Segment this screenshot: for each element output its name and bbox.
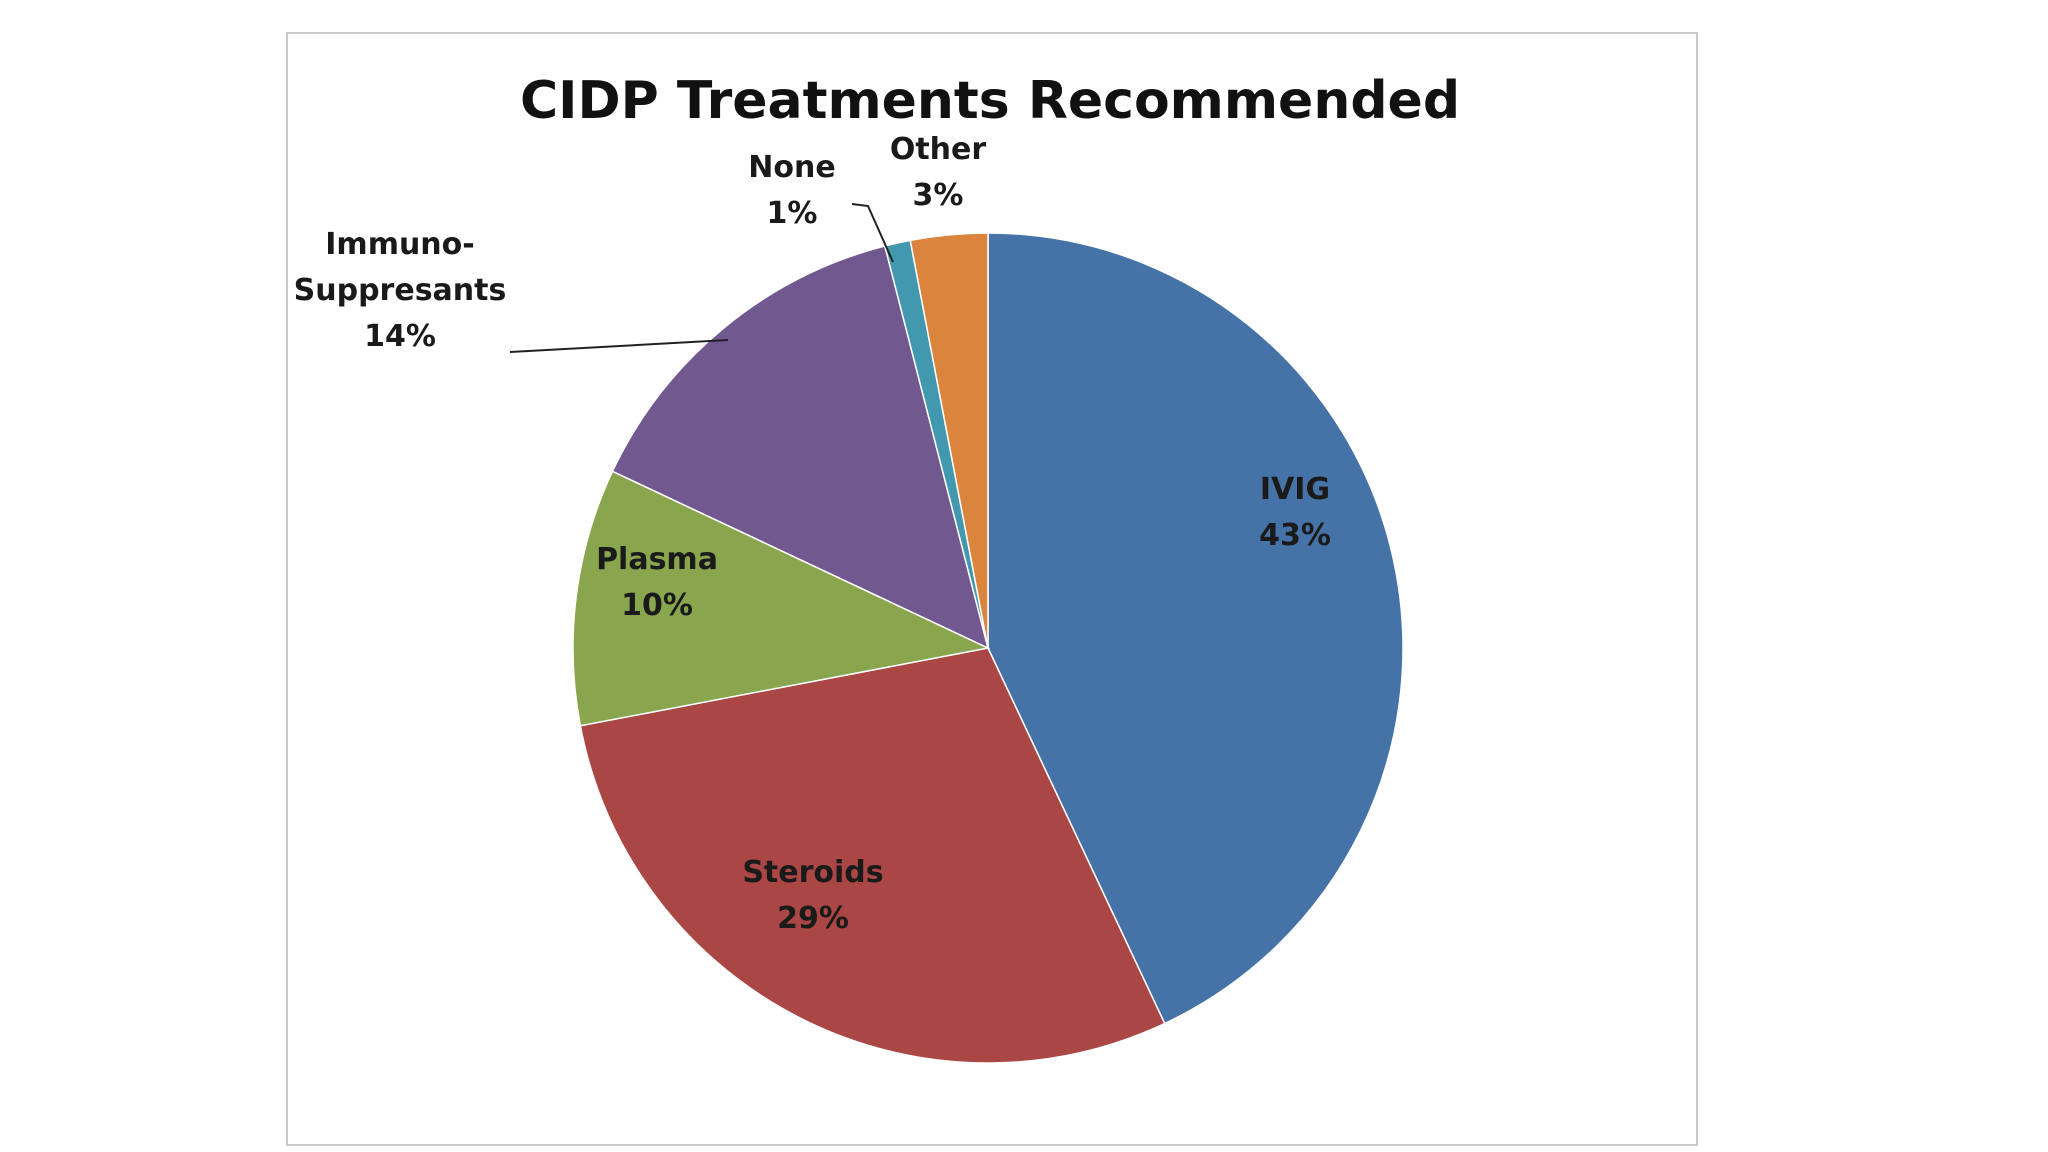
- pie-slice-steroids: [579, 647, 1166, 1064]
- slice-label-ivig: IVIG 43%: [1259, 472, 1331, 553]
- slice-percent-steroids: 29%: [777, 901, 849, 936]
- pie-slice-other: [909, 232, 989, 649]
- slice-percent-immuno-suppresants: 14%: [364, 319, 436, 354]
- slice-label-line: Other: [890, 132, 987, 167]
- slice-label-line: Immuno-: [325, 227, 474, 262]
- slice-percent-ivig: 43%: [1259, 518, 1331, 553]
- pie-slice-plasma: [572, 470, 991, 727]
- slice-percent-other: 3%: [913, 178, 964, 213]
- pie-slice-immuno-suppresants: [611, 245, 990, 650]
- slice-label-none: None 1%: [748, 150, 835, 231]
- slice-label-line: Plasma: [596, 542, 718, 577]
- chart-title: CIDP Treatments Recommended: [520, 71, 1460, 131]
- leader-lines: [509, 203, 894, 353]
- slice-label-other: Other 3%: [890, 132, 987, 213]
- slice-label-steroids: Steroids 29%: [742, 855, 883, 936]
- slice-label-line: IVIG: [1260, 472, 1330, 507]
- slice-percent-none: 1%: [767, 196, 818, 231]
- pie-slices: [572, 232, 1404, 1064]
- slice-label-immuno-suppresants: Immuno- Suppresants 14%: [294, 227, 507, 354]
- slice-labels: IVIG 43% Steroids 29% Plasma 10% Immuno- Suppre…: [294, 132, 1331, 936]
- leader-line-immuno-suppresants: [509, 339, 729, 353]
- slice-label-line: Steroids: [742, 855, 883, 890]
- leader-line-none: [851, 203, 894, 263]
- slice-label-line: None: [748, 150, 835, 185]
- pie-slice-ivig: [987, 232, 1404, 1025]
- slice-percent-plasma: 10%: [621, 588, 693, 623]
- slice-label-line: Suppresants: [294, 273, 507, 308]
- slice-label-plasma: Plasma 10%: [596, 542, 718, 623]
